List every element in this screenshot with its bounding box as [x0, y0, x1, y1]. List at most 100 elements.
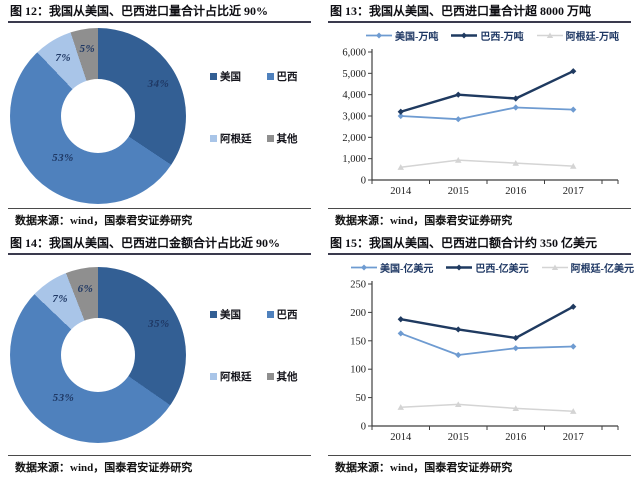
legend-swatch-icon [210, 73, 217, 81]
data-point-marker [512, 345, 519, 352]
legend-marker-icon [451, 32, 478, 39]
line-chart-svg: 0 1,000 2,000 3,000 4,000 5,000 6,000 2014 2015 2… [342, 48, 619, 197]
source-note-fig15: 数据来源：wind，国泰君安证券研究 [328, 455, 631, 479]
line-chart-fig13: 美国-万吨 巴西-万吨 阿根廷-万吨 0 1,000 2,000 3,000 4,000 5,… [328, 23, 631, 208]
legend-marker-icon [541, 264, 568, 271]
pie-legend-item: 巴西 [266, 307, 298, 322]
legend-swatch-icon [210, 135, 217, 143]
line-legend-item: 美国-万吨 [365, 28, 438, 43]
legend-label: 阿根廷-万吨 [565, 32, 620, 44]
pie-percent-label: 34% [147, 77, 170, 90]
data-point-marker [455, 116, 462, 123]
legend-label: 巴西-亿美元 [475, 264, 529, 276]
line-legend-item: 巴西-万吨 [451, 28, 524, 44]
line-chart-fig15: 美国-亿美元 巴西-亿美元 阿根廷-亿美元 0 50 100 150 200 250 2014 2… [328, 255, 635, 455]
legend-label: 阿根廷 [220, 134, 252, 146]
legend-label: 巴西 [276, 310, 298, 322]
legend-marker [375, 32, 382, 39]
legend-label: 阿根廷 [220, 372, 252, 384]
line-legend: 美国-亿美元 巴西-亿美元 阿根廷-亿美元 [328, 255, 635, 276]
legend-marker [546, 32, 553, 39]
pie-legend-item: 其他 [266, 369, 298, 384]
pie-percent-label: 35% [147, 317, 170, 330]
data-point-marker [570, 106, 577, 114]
y-tick-label: 1,000 [342, 155, 366, 166]
pie-legend-item: 巴西 [266, 69, 298, 84]
legend-swatch-icon [210, 373, 217, 381]
data-point-marker [397, 316, 404, 323]
pie-chart-fig14: 35% 53% 7% 6% 美国 巴西 阿根廷 其他 [8, 255, 311, 455]
x-tick-label: 2015 [448, 186, 469, 197]
data-point-marker [397, 164, 405, 171]
legend-label: 阿根廷-亿美元 [570, 264, 635, 276]
series-line [400, 404, 574, 413]
panel-fig12: 图 12：我国从美国、巴西进口量合计占比近 90% 34% 53% 7% 5% 美国 巴… [0, 0, 320, 232]
legend-label: 美国 [220, 72, 241, 84]
legend-swatch-icon [266, 73, 274, 81]
line-legend-item: 美国-亿美元 [350, 260, 433, 275]
legend-marker-icon [350, 264, 377, 271]
data-point-marker [455, 91, 462, 99]
source-note-fig14: 数据来源：wind，国泰君安证券研究 [8, 455, 311, 479]
legend-label: 巴西-万吨 [480, 32, 524, 44]
donut-chart: 34% 53% 7% 5% [10, 28, 186, 205]
line-legend-item: 巴西-亿美元 [446, 260, 529, 276]
data-point-marker [397, 404, 405, 411]
pie-legend-item: 其他 [266, 131, 298, 146]
y-tick-label: 100 [350, 365, 366, 376]
y-tick-label: 150 [350, 337, 366, 348]
y-tick-label: 0 [361, 176, 366, 187]
legend-marker [461, 32, 468, 39]
data-point-marker [454, 157, 462, 164]
legend-marker-icon [446, 264, 473, 271]
line-chart-svg: 0 50 100 150 200 250 2014 2015 2016 2017 [350, 280, 619, 443]
x-tick-label: 2015 [448, 432, 469, 443]
panel-title-fig14: 图 14：我国从美国、巴西进口金额合计占比近 90% [8, 232, 311, 256]
data-point-marker [570, 343, 577, 350]
pie-percent-label: 53% [52, 391, 75, 404]
y-tick-label: 2,000 [342, 133, 366, 144]
legend-marker [360, 264, 367, 271]
panel-fig14: 图 14：我国从美国、巴西进口金额合计占比近 90% 35% 53% 7% 6% 美国… [0, 232, 320, 479]
pie-percent-label: 7% [52, 293, 69, 306]
data-point-marker [397, 109, 404, 116]
y-tick-label: 200 [350, 308, 366, 319]
x-tick-label: 2017 [563, 432, 584, 443]
line-legend: 美国-万吨 巴西-万吨 阿根廷-万吨 [328, 23, 631, 44]
y-tick-label: 0 [361, 422, 366, 433]
pie-legend: 美国 巴西阿根廷 其他 [210, 307, 298, 384]
x-tick-label: 2014 [390, 186, 412, 197]
pie-legend-item: 美国 [210, 307, 252, 322]
panel-title-fig15: 图 15：我国从美国、巴西进口额合计约 350 亿美元 [328, 232, 631, 256]
data-point-marker [454, 401, 462, 408]
y-tick-label: 5,000 [342, 69, 366, 80]
legend-marker [551, 264, 558, 271]
legend-swatch-icon [266, 311, 274, 319]
panel-fig15: 图 15：我国从美国、巴西进口额合计约 350 亿美元 美国-亿美元 巴西-亿美元… [320, 232, 640, 479]
legend-label: 巴西 [276, 72, 298, 84]
legend-label: 美国 [220, 310, 241, 322]
pie-legend-item: 阿根廷 [210, 131, 252, 146]
line-legend-item: 阿根廷-万吨 [536, 28, 620, 44]
legend-marker-icon [536, 32, 563, 39]
pie-percent-label: 7% [55, 52, 72, 65]
series-line [400, 106, 574, 121]
data-point-marker [455, 352, 462, 359]
x-tick-label: 2014 [390, 432, 412, 443]
pie-legend-item: 美国 [210, 69, 252, 84]
series-line [400, 306, 574, 340]
donut-hole [61, 318, 135, 393]
data-point-marker [569, 163, 577, 170]
y-tick-label: 3,000 [342, 112, 366, 123]
data-point-marker [512, 104, 519, 111]
x-tick-label: 2017 [563, 186, 584, 197]
legend-label: 其他 [276, 372, 298, 384]
data-point-marker [569, 408, 577, 415]
y-tick-label: 6,000 [342, 48, 366, 59]
pie-percent-label: 53% [52, 152, 74, 165]
data-point-marker [512, 405, 520, 412]
series-line [400, 159, 574, 169]
legend-label: 其他 [276, 134, 298, 146]
legend-swatch-icon [266, 135, 274, 143]
